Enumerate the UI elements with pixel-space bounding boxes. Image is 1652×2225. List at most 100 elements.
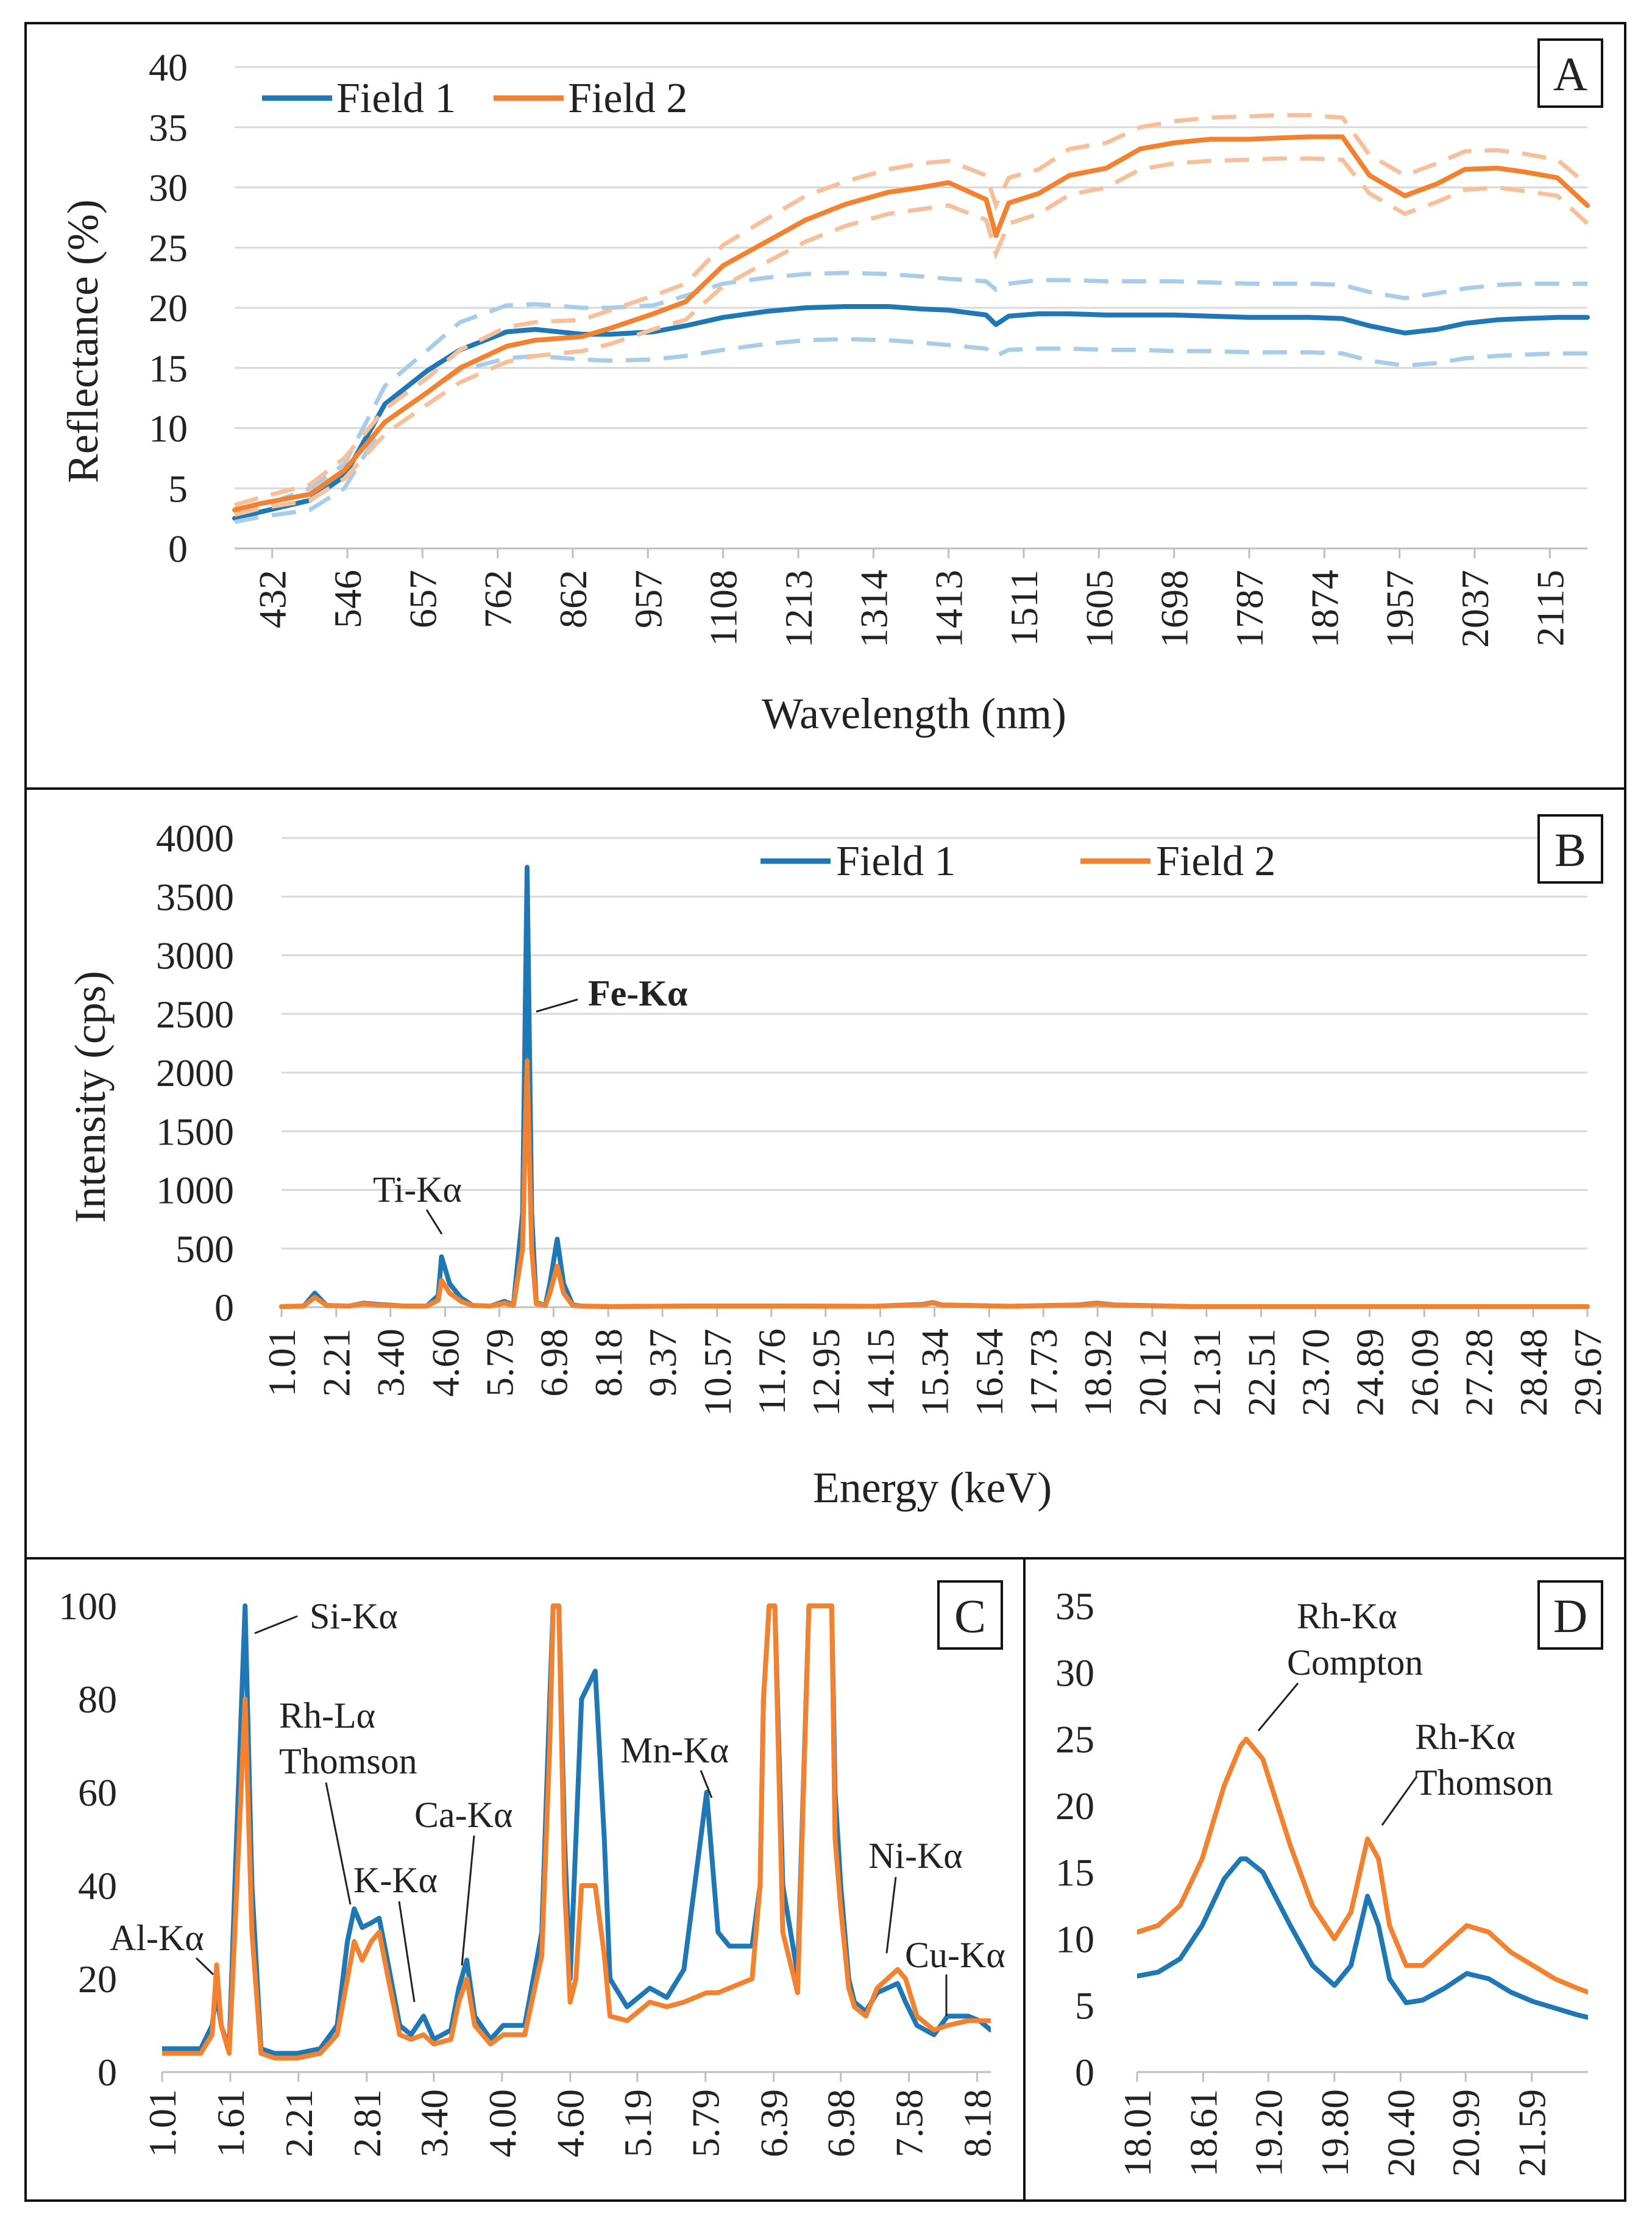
- panel-c-si-ka-annotation: Si-Kα: [310, 1596, 398, 1636]
- d-y-tick-label: 30: [1055, 1651, 1094, 1694]
- panel-c-k-leader: [398, 1901, 416, 2003]
- d-x-tick-label: 21.59: [1511, 2089, 1554, 2177]
- d-line-field-2: [1137, 1736, 1588, 1995]
- a-x-tick-label: 1698: [1153, 570, 1196, 648]
- a-x-tick-label: 1874: [1303, 570, 1346, 648]
- a-x-tick-label: 957: [626, 570, 670, 628]
- panel-c-si-leader: [254, 1615, 298, 1634]
- a-y-tick-label: 40: [149, 46, 188, 89]
- d-y-tick-label: 0: [1075, 2051, 1094, 2094]
- b-y-tick-label: 2500: [156, 993, 234, 1036]
- a-y-tick-label: 30: [149, 166, 188, 210]
- b-x-tick-label: 28.48: [1512, 1329, 1555, 1416]
- c-line-field-2: [162, 1603, 991, 2061]
- b-x-tick-label: 3.40: [369, 1329, 413, 1397]
- c-x-tick-label: 6.98: [820, 2089, 863, 2157]
- panel-a-x-ticks: 432 546 657 762 862 957 1108 1213 1314 1413 1511 16…: [251, 548, 1572, 648]
- panel-d-rh-scatter-chart: 0 5 10 15 20 25 30 35 18.01 18.61 19.20 19.80 20.40…: [1055, 1580, 1603, 2177]
- c-y-tick-label: 40: [78, 1864, 117, 1907]
- c-x-tick-label: 3.40: [413, 2089, 456, 2157]
- a-y-tick-label: 10: [149, 407, 188, 450]
- b-y-tick-label: 500: [175, 1227, 234, 1271]
- panel-c-rh-la-annotation: Rh-Lα: [279, 1695, 375, 1736]
- panel-a-line-field-2: [232, 134, 1590, 513]
- a-x-tick-label: 1511: [1002, 570, 1046, 647]
- panel-d-compton-annotation: Compton: [1287, 1642, 1423, 1683]
- c-x-tick-label: 8.18: [956, 2089, 999, 2157]
- b-y-tick-label: 4000: [156, 817, 234, 860]
- b-x-tick-label: 5.79: [478, 1329, 521, 1397]
- panel-c-label: C: [954, 1589, 986, 1642]
- b-x-tick-label: 1.01: [260, 1329, 303, 1397]
- panel-c-k-ka-annotation: K-Kα: [353, 1860, 438, 1900]
- d-x-tick-label: 19.80: [1313, 2089, 1356, 2177]
- c-y-tick-label: 0: [97, 2051, 117, 2094]
- b-y-tick-label: 3000: [156, 934, 234, 978]
- panel-c-ca-leader: [461, 1835, 475, 1966]
- panel-b-x-axis-title: Energy (keV): [813, 1463, 1052, 1512]
- c-x-tick-label: 4.00: [481, 2089, 524, 2157]
- d-y-tick-label: 25: [1055, 1718, 1094, 1761]
- panel-d-thomson-leader: [1381, 1776, 1418, 1826]
- b-y-tick-label: 0: [214, 1286, 234, 1329]
- d-x-tick-label: 20.99: [1444, 2089, 1487, 2177]
- c-y-tick-label: 100: [58, 1584, 117, 1628]
- panel-a-series: [232, 113, 1590, 524]
- c-x-tick-label: 2.21: [277, 2089, 321, 2157]
- d-y-tick-label: 5: [1075, 1984, 1094, 2028]
- panel-a-line-field-2-lower: [234, 156, 1589, 517]
- b-x-tick-label: 23.70: [1294, 1329, 1338, 1416]
- c-x-tick-label: 7.58: [888, 2089, 931, 2157]
- a-y-tick-label: 35: [149, 106, 188, 149]
- panel-d-thomson-annotation: Thomson: [1415, 1762, 1553, 1803]
- a-x-tick-label: 1787: [1228, 570, 1271, 648]
- b-x-tick-label: 17.73: [1022, 1329, 1065, 1416]
- b-y-tick-label: 1500: [156, 1110, 234, 1153]
- panel-a-x-axis-title: Wavelength (nm): [762, 689, 1066, 738]
- a-x-tick-label: 546: [326, 570, 369, 628]
- b-x-tick-label: 15.34: [913, 1329, 957, 1416]
- panel-c-x-ticks: 1.01 1.61 2.21 2.81 3.40 4.00 4.60 5.19 5.79 6.39…: [141, 2072, 999, 2157]
- panel-b-ti-ka-annotation: Ti-Kα: [373, 1169, 462, 1210]
- panel-c-al-leader: [195, 1957, 214, 1976]
- panel-c-label-box: [937, 1580, 1003, 1650]
- b-x-tick-label: 24.89: [1349, 1329, 1392, 1416]
- b-line-field-2: [279, 1058, 1590, 1309]
- d-x-tick-label: 18.61: [1182, 2089, 1225, 2177]
- d-line-field-1: [1137, 1856, 1588, 2020]
- a-x-tick-label: 1314: [852, 570, 895, 648]
- panel-d-compton-leader: [1257, 1683, 1299, 1731]
- b-x-tick-label: 18.92: [1076, 1329, 1119, 1416]
- a-x-tick-label: 2115: [1528, 570, 1572, 647]
- c-x-tick-label: 1.01: [141, 2089, 184, 2157]
- c-x-tick-label: 5.19: [616, 2089, 659, 2157]
- b-x-tick-label: 22.51: [1240, 1329, 1283, 1416]
- b-x-tick-label: 12.95: [804, 1329, 848, 1416]
- b-x-tick-label: 29.67: [1566, 1329, 1609, 1416]
- a-y-tick-label: 5: [168, 467, 188, 510]
- panel-a-label-box: [1537, 38, 1603, 108]
- panel-c-y-ticks: 0 20 40 60 80 100: [58, 1584, 117, 2094]
- b-y-tick-label: 1000: [156, 1169, 234, 1212]
- panel-b-y-ticks: 0 500 1000 1500 2000 2500 3000 3500 4000: [156, 817, 234, 1329]
- panel-c-mn-ka-annotation: Mn-Kα: [620, 1730, 729, 1770]
- b-x-tick-label: 2.21: [315, 1329, 358, 1397]
- a-x-tick-label: 1957: [1378, 570, 1422, 648]
- panel-b-label-box: [1537, 814, 1603, 884]
- c-x-tick-label: 6.39: [753, 2089, 796, 2157]
- panel-a-y-ticks: 0 5 10 15 20 25 30 35 40: [149, 46, 188, 570]
- panel-c-ni-ka-annotation: Ni-Kα: [868, 1836, 963, 1876]
- panel-d-label-box: [1537, 1580, 1603, 1650]
- panel-b-series: [279, 865, 1590, 1309]
- b-x-tick-label: 27.28: [1457, 1329, 1500, 1416]
- c-x-tick-label: 1.61: [209, 2089, 252, 2157]
- panel-b-legend-label-field1: Field 1: [836, 838, 955, 885]
- panel-d-rh-compton-title: Rh-Kα: [1297, 1596, 1397, 1636]
- d-y-tick-label: 15: [1055, 1851, 1094, 1894]
- panel-b-legend-label-field2: Field 2: [1156, 838, 1275, 885]
- a-x-tick-label: 1108: [702, 570, 745, 647]
- panel-d-series: [1137, 1736, 1588, 2020]
- b-x-tick-label: 10.57: [696, 1329, 739, 1416]
- panel-a-line-field-1-lower: [234, 336, 1587, 524]
